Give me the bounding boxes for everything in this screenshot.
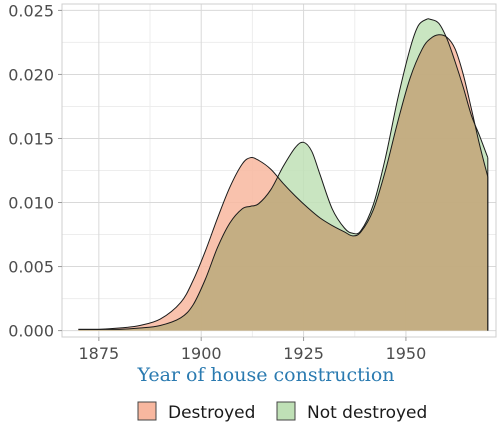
y-tick-label: 0.025: [8, 1, 54, 20]
legend-swatch-destroyed: [137, 401, 157, 421]
x-tick-label: 1900: [181, 344, 222, 363]
density-areas: [78, 18, 488, 331]
legend-label-not-destroyed: Not destroyed: [307, 403, 427, 423]
y-tick-label: 0.015: [8, 129, 54, 148]
legend-swatch-not-destroyed: [276, 401, 296, 421]
legend: Destroyed Not destroyed: [137, 401, 427, 423]
legend-label-destroyed: Destroyed: [168, 403, 255, 423]
density-line-destroyed: [78, 34, 489, 330]
y-tick-label: 0.000: [8, 322, 54, 341]
y-axis-ticks: 0.000 0.005 0.010 0.015 0.020 0.025: [8, 1, 62, 341]
x-axis-ticks: 1875 1900 1925 1950: [78, 337, 426, 363]
density-area-not-destroyed: [78, 18, 488, 331]
density-outlines: [78, 18, 489, 331]
x-tick-label: 1950: [386, 344, 427, 363]
plot-border: [61, 3, 497, 338]
y-tick-label: 0.005: [8, 258, 54, 277]
y-tick-label: 0.010: [8, 194, 54, 213]
x-tick-label: 1925: [283, 344, 324, 363]
x-axis-title: Year of house construction: [136, 364, 394, 386]
x-tick-label: 1875: [78, 344, 119, 363]
y-tick-label: 0.020: [8, 65, 54, 84]
density-line-not-destroyed: [78, 18, 489, 330]
